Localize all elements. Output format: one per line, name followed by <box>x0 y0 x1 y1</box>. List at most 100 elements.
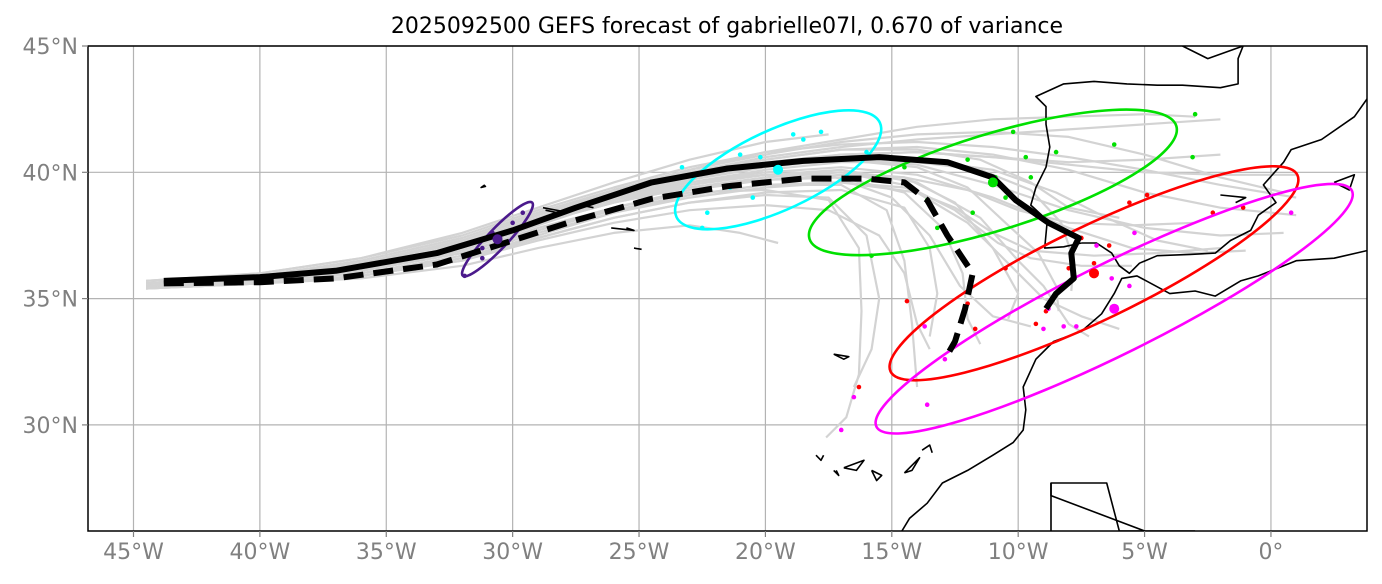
plot-frame <box>87 45 1368 532</box>
member-position-point <box>462 273 467 279</box>
coastline <box>815 454 825 462</box>
plot-area <box>146 46 1367 531</box>
member-position-point <box>856 384 862 390</box>
ensemble-track <box>151 171 1020 320</box>
member-position-point <box>1003 265 1008 271</box>
uncertainty-ellipse <box>673 109 883 231</box>
ellipse-center-point <box>773 164 784 175</box>
member-position-point <box>1132 230 1137 236</box>
member-position-point <box>679 164 685 170</box>
member-position-point <box>942 356 948 362</box>
member-position-point <box>1127 283 1132 289</box>
member-position-point <box>1094 243 1099 248</box>
coastline <box>1050 482 1196 531</box>
ensemble-track <box>151 188 863 439</box>
mean-track-solid <box>163 154 1082 311</box>
y-tick-label: 45°N <box>23 35 78 60</box>
coastline <box>843 459 865 472</box>
chart-title: 2025092500 GEFS forecast of gabrielle07l… <box>391 14 1063 39</box>
coastline <box>903 456 921 474</box>
member-position-point <box>480 245 485 251</box>
x-tick-label: 40°W <box>230 540 291 565</box>
member-position-point <box>1144 192 1150 198</box>
ensemble-track <box>146 118 1221 285</box>
x-tick-label: 45°W <box>103 540 164 565</box>
member-position-point <box>972 326 978 332</box>
x-tick-label: 5°W <box>1121 540 1168 565</box>
member-position-point <box>934 225 940 231</box>
coastline <box>901 249 1367 531</box>
coastline <box>633 247 642 251</box>
uncertainty-ellipse <box>888 164 1300 382</box>
member-position-point <box>510 220 515 226</box>
member-position-point <box>1010 129 1016 135</box>
uncertainty-ellipse <box>874 182 1355 435</box>
coastline <box>921 444 933 453</box>
member-position-point <box>851 394 857 400</box>
member-position-point <box>1190 154 1195 160</box>
coastline <box>480 184 487 189</box>
member-position-point <box>1023 154 1029 160</box>
x-tick-label: 35°W <box>356 540 417 565</box>
member-position-point <box>480 255 485 261</box>
ensemble-track <box>146 130 1284 285</box>
member-position-point <box>699 225 705 231</box>
member-position-point <box>970 210 975 216</box>
member-position-point <box>737 152 743 157</box>
coastline <box>1081 98 1367 275</box>
member-position-point <box>1288 210 1294 216</box>
member-position-point <box>1028 175 1034 180</box>
y-tick-label: 35°N <box>23 288 78 313</box>
member-position-point <box>924 402 930 407</box>
member-position-point <box>758 154 763 160</box>
coastline <box>1050 483 1145 531</box>
ellipse-center-point <box>1089 268 1100 279</box>
member-position-point <box>704 210 710 216</box>
member-position-point <box>902 164 907 170</box>
x-tick-label: 0° <box>1258 540 1283 565</box>
ensemble-track <box>146 181 1221 288</box>
coastline <box>1030 46 1244 249</box>
member-position-point <box>869 253 874 258</box>
y-axis: 30°N 35°N 40°N 45°N <box>23 35 88 439</box>
coastline <box>833 469 840 477</box>
member-position-point <box>1053 149 1059 155</box>
ellipse-center-point <box>492 234 503 245</box>
member-position-point <box>818 129 824 135</box>
member-position-point <box>1003 195 1008 200</box>
x-tick-label: 15°W <box>861 540 922 565</box>
ensemble-track <box>146 140 1297 282</box>
coastline <box>1333 174 1356 191</box>
member-position-point <box>1041 326 1046 332</box>
coastline <box>833 353 850 361</box>
member-position-point <box>1109 276 1115 281</box>
member-position-point <box>864 149 869 155</box>
member-position-point <box>1192 111 1198 117</box>
member-position-point <box>1091 260 1097 266</box>
member-position-point <box>520 210 526 216</box>
member-position-point <box>965 157 970 162</box>
coastline <box>611 227 635 232</box>
x-tick-label: 10°W <box>988 540 1049 565</box>
member-position-point <box>790 132 796 137</box>
coastline <box>870 469 883 482</box>
y-tick-label: 30°N <box>23 414 78 439</box>
mean-track-dashed <box>163 175 976 361</box>
member-position-point <box>1111 142 1117 147</box>
y-tick-label: 40°N <box>23 161 78 186</box>
member-position-point <box>1127 200 1132 205</box>
x-tick-label: 20°W <box>735 540 796 565</box>
member-position-point <box>1061 324 1066 329</box>
uncertainty-ellipse <box>807 108 1179 257</box>
member-position-point <box>1074 324 1079 329</box>
x-axis: 45°W 40°W 35°W 30°W 25°W 20°W 15°W 10°W 5°W 0° <box>103 531 1283 565</box>
ellipse-center-point <box>1109 303 1120 314</box>
coastline <box>1182 46 1244 60</box>
member-position-point <box>801 137 806 142</box>
member-position-point <box>922 324 927 329</box>
ellipse-center-point <box>987 177 998 188</box>
grid-lines <box>88 45 1367 531</box>
x-tick-label: 25°W <box>609 540 670 565</box>
